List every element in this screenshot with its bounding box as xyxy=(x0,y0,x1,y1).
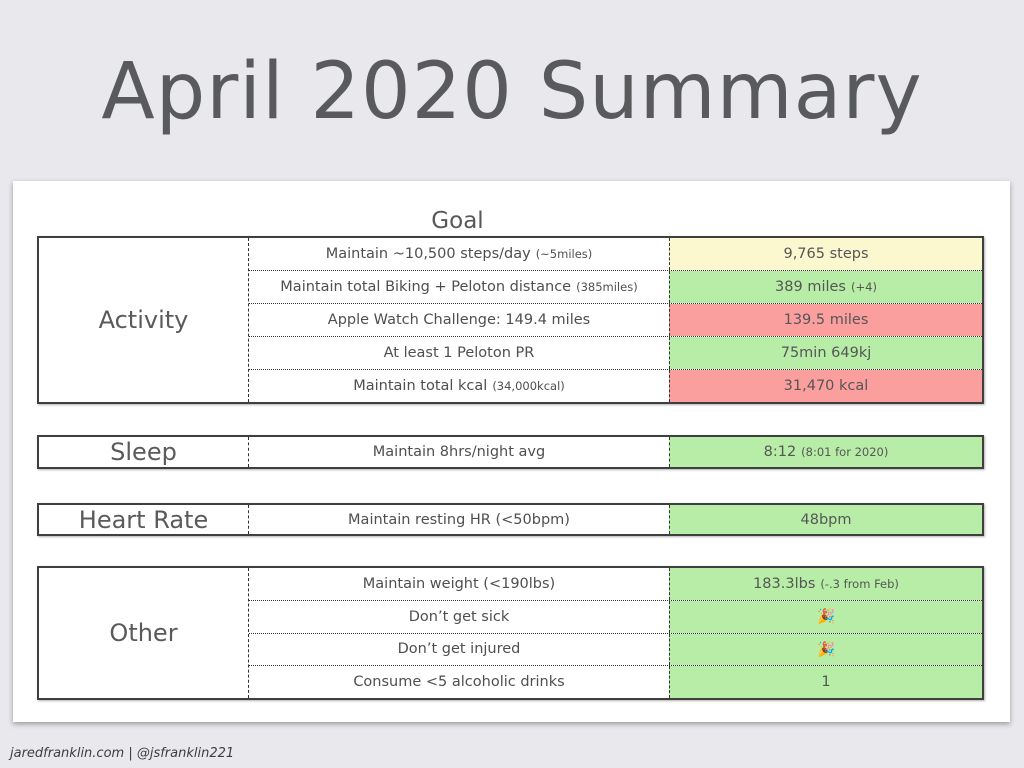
goal-text: Maintain resting HR (<50bpm) xyxy=(348,511,570,528)
table-row: Maintain total kcal (34,000kcal) 31,470 k… xyxy=(249,369,982,402)
goal-note: (385miles) xyxy=(576,280,638,294)
section-other: Other Maintain weight (<190lbs) 183.3lbs… xyxy=(37,566,984,700)
result-text: 48bpm xyxy=(800,511,852,528)
result-cell: 48bpm xyxy=(669,505,982,534)
section-rows: Maintain resting HR (<50bpm) 48bpm xyxy=(249,505,982,534)
goal-cell: At least 1 Peloton PR xyxy=(249,337,669,369)
category-label-sleep: Sleep xyxy=(39,437,249,467)
goal-cell: Don’t get sick xyxy=(249,601,669,633)
goal-text: Apple Watch Challenge: 149.4 miles xyxy=(327,312,591,328)
result-cell: 9,765 steps xyxy=(669,238,982,270)
goal-text: Don’t get injured xyxy=(397,641,521,658)
footer-credit: jaredfranklin.com | @jsfranklin221 xyxy=(10,746,235,761)
result-note: (+4) xyxy=(851,280,877,294)
goal-cell: Maintain total Biking + Peloton distance… xyxy=(249,271,669,303)
result-text: 1 xyxy=(821,674,831,691)
result-text: 389 miles xyxy=(775,279,846,295)
result-cell: 31,470 kcal xyxy=(669,370,982,402)
table-row: Don’t get sick 🎉 xyxy=(249,599,982,633)
section-rows: Maintain weight (<190lbs) 183.3lbs (-.3 f… xyxy=(249,568,982,698)
goal-cell: Don’t get injured xyxy=(249,634,669,666)
goal-text: Maintain 8hrs/night avg xyxy=(372,444,546,460)
result-text: 183.3lbs xyxy=(753,575,816,592)
result-cell: 389 miles (+4) xyxy=(669,271,982,303)
result-cell: 8:12 (8:01 for 2020) xyxy=(669,437,982,467)
table-row: Maintain total Biking + Peloton distance… xyxy=(249,270,982,303)
result-text: 139.5 miles xyxy=(783,312,869,328)
table-row: Apple Watch Challenge: 149.4 miles 139.5… xyxy=(249,303,982,336)
party-popper-emoji: 🎉 xyxy=(816,609,836,626)
goal-text: Consume <5 alcoholic drinks xyxy=(353,674,565,691)
page-title: April 2020 Summary xyxy=(101,47,923,137)
category-label-other: Other xyxy=(39,568,249,698)
goal-cell: Maintain resting HR (<50bpm) xyxy=(249,505,669,534)
category-label-heart-rate: Heart Rate xyxy=(39,505,249,534)
goal-text: At least 1 Peloton PR xyxy=(383,345,535,361)
result-text: 31,470 kcal xyxy=(783,378,869,394)
goal-cell: Maintain 8hrs/night avg xyxy=(249,437,669,467)
goal-text: Maintain weight (<190lbs) xyxy=(362,575,556,592)
goal-text: Maintain total Biking + Peloton distance xyxy=(280,279,572,295)
section-heart-rate: Heart Rate Maintain resting HR (<50bpm) … xyxy=(37,503,984,536)
table-row: Maintain 8hrs/night avg 8:12 (8:01 for 20… xyxy=(249,437,982,467)
result-cell: 🎉 xyxy=(669,600,982,633)
goal-cell: Consume <5 alcoholic drinks xyxy=(249,666,669,698)
result-cell: 🎉 xyxy=(669,633,982,666)
section-rows: Maintain 8hrs/night avg 8:12 (8:01 for 20… xyxy=(249,437,982,467)
goal-cell: Maintain weight (<190lbs) xyxy=(249,568,669,600)
result-cell: 183.3lbs (-.3 from Feb) xyxy=(669,568,982,600)
goal-text: Don’t get sick xyxy=(408,608,510,625)
result-cell: 1 xyxy=(669,666,982,698)
goal-text: Maintain total kcal xyxy=(353,378,488,394)
goal-text: Maintain ~10,500 steps/day xyxy=(325,246,531,262)
section-rows: Maintain ~10,500 steps/day (~5miles) 9,76… xyxy=(249,238,982,402)
category-label-activity: Activity xyxy=(39,238,249,402)
summary-card: Goal Activity Maintain ~10,500 steps/day… xyxy=(13,181,1010,722)
result-text: 75min 649kj xyxy=(780,345,872,361)
table-row: Maintain weight (<190lbs) 183.3lbs (-.3 f… xyxy=(249,568,982,600)
result-note: (-.3 from Feb) xyxy=(820,576,899,591)
goal-note: (34,000kcal) xyxy=(492,379,565,393)
table-row: At least 1 Peloton PR 75min 649kj xyxy=(249,336,982,369)
result-note: (8:01 for 2020) xyxy=(801,445,889,459)
goal-cell: Maintain total kcal (34,000kcal) xyxy=(249,370,669,402)
result-cell: 139.5 miles xyxy=(669,304,982,336)
result-text: 8:12 xyxy=(763,444,797,460)
section-activity: Activity Maintain ~10,500 steps/day (~5mi… xyxy=(37,236,984,404)
table-row: Maintain resting HR (<50bpm) 48bpm xyxy=(249,505,982,534)
section-sleep: Sleep Maintain 8hrs/night avg 8:12 (8:01 … xyxy=(37,435,984,469)
party-popper-emoji: 🎉 xyxy=(816,641,836,658)
goal-note: (~5miles) xyxy=(535,247,593,261)
goal-cell: Apple Watch Challenge: 149.4 miles xyxy=(249,304,669,336)
goal-cell: Maintain ~10,500 steps/day (~5miles) xyxy=(249,238,669,270)
table-row: Don’t get injured 🎉 xyxy=(249,632,982,666)
goal-column-header: Goal xyxy=(431,208,484,234)
table-row: Consume <5 alcoholic drinks 1 xyxy=(249,665,982,698)
table-row: Maintain ~10,500 steps/day (~5miles) 9,76… xyxy=(249,238,982,270)
result-cell: 75min 649kj xyxy=(669,337,982,369)
result-text: 9,765 steps xyxy=(783,246,869,262)
